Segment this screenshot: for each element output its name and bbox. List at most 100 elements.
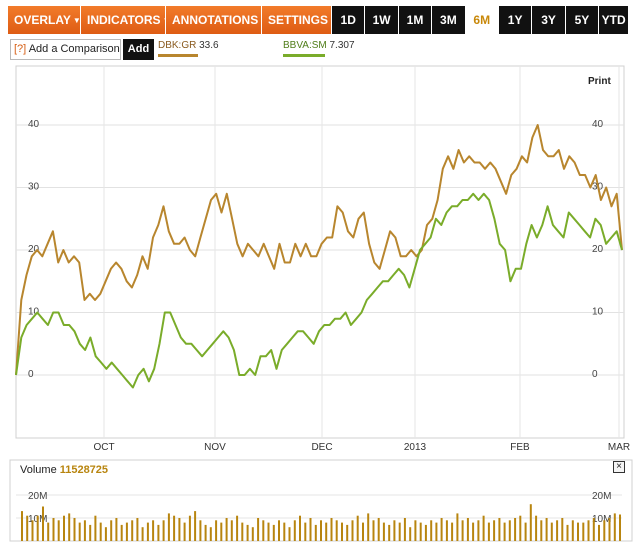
add-comparison-input[interactable]: [?] Add a Comparison (10, 39, 121, 60)
help-icon[interactable]: [?] (14, 43, 27, 55)
y-tick-label-right: 20 (592, 244, 604, 255)
volume-bar (445, 520, 448, 541)
volume-bar (382, 522, 385, 541)
legend-value: 7.307 (329, 40, 355, 51)
volume-bar (393, 520, 396, 541)
volume-bar (173, 515, 176, 541)
volume-bar (57, 520, 60, 541)
volume-bar (236, 515, 239, 541)
volume-bar (461, 520, 464, 541)
plot-area (15, 65, 625, 439)
volume-bar (508, 520, 511, 541)
volume-bar (435, 522, 438, 541)
volume-value: 11528725 (59, 464, 109, 476)
volume-bar (299, 515, 301, 541)
volume-bar (430, 520, 433, 541)
volume-bar (440, 518, 443, 541)
add-comparison-button[interactable]: Add (123, 39, 154, 60)
volume-bar (325, 522, 328, 541)
volume-bar (498, 518, 501, 541)
volume-bar (68, 513, 71, 541)
volume-bar (603, 520, 606, 541)
volume-bar (188, 515, 191, 541)
volume-bar (146, 522, 149, 541)
chart-toolbar: OVERLAY▼ INDICATORS▼ ANNOTATIONS▼ SETTIN… (8, 6, 635, 34)
x-tick-label: 2013 (404, 442, 427, 453)
volume-bar (466, 518, 469, 541)
range-button-ytd[interactable]: YTD (599, 6, 630, 34)
y-tick-label-right: 40 (592, 119, 604, 130)
legend-entry-dbk[interactable]: DBK:GR 33.6 (158, 40, 219, 52)
volume-bar (582, 522, 585, 541)
series-line-dbk-gr (15, 124, 623, 376)
x-tick-label: OCT (93, 442, 114, 453)
y-tick-label-left: 0 (28, 369, 34, 380)
volume-bar (52, 518, 55, 541)
volume-bar (472, 522, 475, 541)
close-icon[interactable]: × (613, 461, 625, 473)
volume-bar (225, 518, 228, 541)
range-button-3y[interactable]: 3Y (532, 6, 566, 34)
volume-bar (561, 518, 564, 541)
volume-bar (487, 522, 490, 541)
volume-bar (42, 506, 44, 541)
volume-bar (577, 522, 579, 541)
volume-bar (514, 518, 517, 541)
volume-bar (619, 514, 621, 541)
volume-bar (36, 515, 39, 541)
volume-bar (120, 524, 123, 541)
volume-bar (566, 524, 569, 541)
volume-bar (209, 527, 212, 541)
range-button-1d[interactable]: 1D (332, 6, 366, 34)
legend-symbol: BBVA:SM (283, 40, 327, 51)
volume-bar (94, 515, 97, 541)
range-button-6m[interactable]: 6M (465, 6, 499, 34)
volume-bar (288, 527, 291, 541)
volume-bar (47, 522, 50, 541)
range-button-1y[interactable]: 1Y (498, 6, 533, 34)
overlay-menu-button[interactable]: OVERLAY ▼ (8, 6, 81, 34)
indicators-menu-button[interactable]: INDICATORS▼ (81, 6, 170, 34)
volume-bar (241, 522, 244, 541)
volume-bar (367, 513, 370, 541)
legend-entry-bbva[interactable]: BBVA:SM 7.307 (283, 40, 355, 52)
volume-bar (73, 518, 76, 541)
volume-bar (115, 518, 118, 541)
volume-bar (362, 522, 364, 541)
volume-bar (550, 522, 553, 541)
volume-bar (598, 524, 600, 541)
volume-bar (524, 522, 527, 541)
range-button-3m[interactable]: 3M (432, 6, 466, 34)
volume-bar (451, 522, 454, 541)
volume-title: Volume (20, 464, 57, 476)
volume-bar (356, 515, 359, 541)
annotations-menu-button[interactable]: ANNOTATIONS▼ (166, 6, 268, 34)
range-button-1w[interactable]: 1W (365, 6, 399, 34)
volume-bar (556, 520, 559, 541)
volume-bar (414, 520, 417, 541)
print-link[interactable]: Print (588, 76, 611, 87)
volume-bar (21, 511, 23, 541)
volume-bar (587, 520, 590, 541)
legend-value: 33.6 (199, 40, 219, 51)
volume-bar (304, 522, 307, 541)
volume-bar (293, 520, 296, 541)
volume-bar (608, 518, 611, 541)
x-tick-label: DEC (311, 442, 332, 453)
volume-bar (63, 515, 65, 541)
volume-bar (152, 520, 155, 541)
volume-bar (104, 527, 107, 541)
volume-bar (125, 522, 128, 541)
volume-bar (372, 520, 375, 541)
range-button-5y[interactable]: 5Y (565, 6, 600, 34)
volume-label: Volume 11528725 (20, 464, 108, 476)
x-tick-label: NOV (204, 442, 226, 453)
volume-bar (503, 522, 506, 541)
range-button-1m[interactable]: 1M (398, 6, 433, 34)
volume-bar (388, 524, 391, 541)
volume-bar (540, 520, 543, 541)
volume-bar (199, 520, 202, 541)
volume-bar (131, 520, 134, 541)
volume-bar (110, 520, 113, 541)
settings-menu-button[interactable]: SETTINGS▼ (262, 6, 338, 34)
